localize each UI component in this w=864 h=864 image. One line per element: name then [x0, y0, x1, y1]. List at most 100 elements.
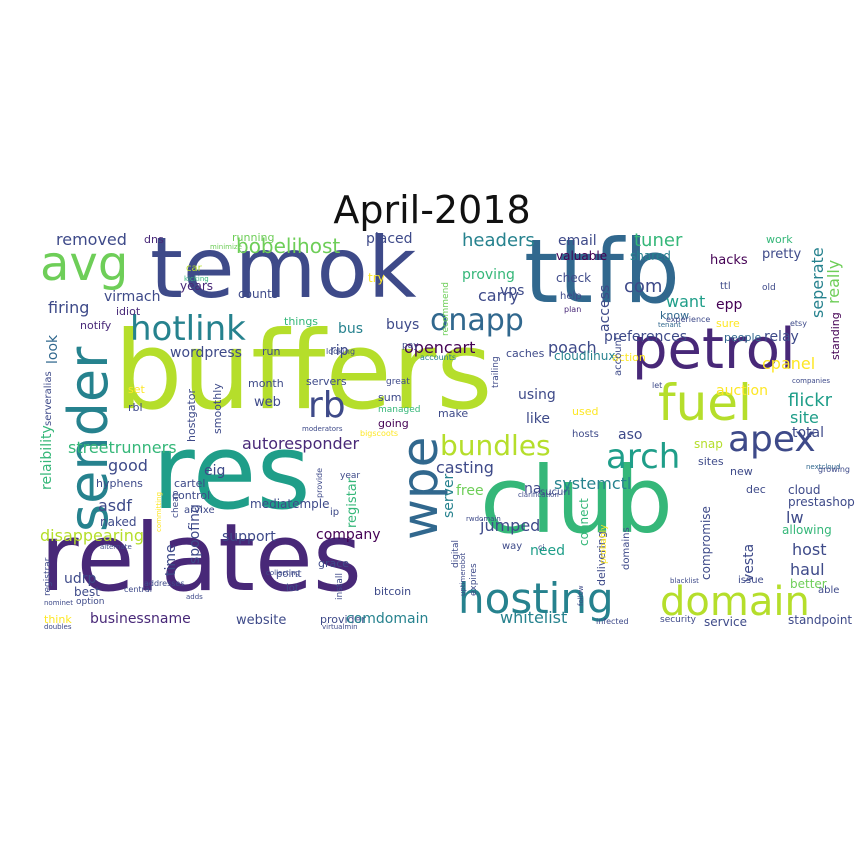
cloud-word: hacks	[710, 253, 748, 268]
cloud-word: valuable	[556, 249, 608, 263]
cloud-word: sucuri	[540, 487, 571, 498]
cloud-word: sure	[716, 317, 740, 330]
cloud-word: businessname	[90, 611, 191, 627]
cloud-word: committing	[155, 491, 163, 532]
cloud-word: idiot	[116, 305, 141, 318]
cloud-word: site	[790, 408, 819, 427]
cloud-word: allowing	[782, 523, 832, 537]
cloud-word: carry	[478, 286, 519, 305]
cloud-word: want	[666, 292, 706, 311]
cloud-word: auction	[716, 383, 768, 399]
word-cloud: buffers relates club res ttfb temok petr…	[40, 230, 860, 640]
cloud-word: epp	[716, 297, 743, 313]
cloud-word: best	[74, 585, 100, 599]
cloud-word: bundles	[440, 429, 551, 462]
cloud-word: years	[180, 279, 214, 293]
cloud-word: registar	[345, 477, 360, 528]
cloud-word: clarification	[518, 491, 559, 499]
cloud-word: using	[518, 387, 556, 403]
cloud-word: year	[340, 471, 361, 481]
cloud-word: new	[730, 465, 753, 478]
cloud-word: really	[824, 259, 843, 304]
cloud-word: let	[652, 381, 663, 390]
cloud-word: host	[792, 540, 827, 559]
cloud-word: removed	[56, 230, 127, 249]
cloud-word: notify	[80, 319, 112, 332]
cloud-word: spoofing	[187, 504, 203, 564]
cloud-word: headers	[462, 230, 535, 251]
cloud-word: run	[262, 345, 281, 358]
cloud-word: people	[724, 331, 762, 344]
cloud-word: bitcoin	[374, 585, 412, 598]
cloud-word: company	[316, 527, 381, 543]
cloud-word: issue	[738, 575, 764, 586]
cloud-word: email	[558, 233, 597, 249]
cloud-word: mediatemple	[250, 497, 330, 511]
cloud-word: like	[526, 411, 551, 427]
cloud-word: tuner	[634, 230, 683, 251]
cloud-word: nextcloud	[806, 463, 841, 471]
cloud-word: point	[276, 569, 302, 580]
cloud-word: res	[152, 411, 311, 533]
cloud-word: looking	[326, 347, 356, 356]
cloud-word: probably	[599, 524, 609, 565]
cloud-word: servers	[306, 375, 347, 388]
cloud-word: wpe	[391, 436, 449, 540]
cloud-word: buys	[386, 317, 420, 333]
cloud-word: way	[502, 541, 523, 552]
cloud-word: pretty	[762, 247, 802, 262]
cloud-word: shared	[630, 249, 671, 263]
cloud-word: install	[335, 573, 345, 600]
cloud-word: support	[222, 529, 276, 545]
cloud-word: web	[254, 395, 281, 410]
cloud-word: firing	[48, 298, 90, 317]
cloud-word: poach	[548, 338, 597, 357]
cloud-word: control	[172, 489, 211, 502]
cloud-word: trailing	[491, 356, 501, 388]
cloud-word: snap	[694, 437, 723, 451]
cloud-word: managed	[378, 405, 421, 415]
cloud-word: domains	[621, 527, 632, 570]
cloud-word: access	[597, 284, 613, 332]
cloud-word: placed	[366, 231, 413, 247]
cloud-word: addresses	[144, 579, 185, 588]
cloud-word: collecting	[266, 569, 300, 577]
cloud-word: bobelihost	[236, 234, 341, 258]
cloud-word: jumped	[480, 516, 541, 535]
cloud-word: na	[524, 481, 542, 497]
cloud-word: arch	[606, 437, 681, 477]
cloud-word: prestashop	[788, 495, 855, 509]
cloud-word: know	[660, 309, 690, 322]
cloud-word: asdf	[98, 496, 132, 515]
cloud-word: ip	[330, 507, 340, 518]
cloud-word: free	[456, 483, 484, 499]
cloud-word: dns	[144, 233, 164, 246]
cloud-word: temok	[150, 230, 417, 317]
cloud-word: used	[572, 405, 599, 418]
cloud-word: avg	[40, 236, 129, 292]
cloud-word: apex	[728, 419, 816, 460]
cloud-word: able	[818, 585, 840, 596]
cloud-word: tenant	[658, 321, 681, 329]
cloud-word: virtualmin	[322, 623, 358, 631]
cloud-word: hotlink	[130, 309, 246, 349]
cloud-word: good	[108, 456, 148, 475]
cloud-word: rwdomain	[466, 515, 501, 523]
cloud-word: ci	[538, 543, 545, 552]
cloud-word: comdomain	[346, 611, 429, 627]
cloud-word: experience	[666, 315, 711, 324]
cloud-word: check	[556, 271, 592, 285]
cloud-word: hyphens	[96, 477, 143, 490]
cloud-word: website	[236, 613, 287, 628]
cloud-word: autoresponder	[242, 434, 360, 453]
cloud-word: alternate	[100, 543, 132, 551]
cloud-word: systemctl	[554, 474, 632, 493]
cloud-word: disappearing	[40, 526, 145, 545]
cloud-word: casting	[436, 458, 494, 477]
cloud-word: buffers	[114, 309, 493, 434]
cloud-word: serveralias	[43, 371, 54, 426]
cloud-word: time	[163, 544, 179, 576]
cloud-word: petrol	[632, 317, 796, 382]
cloud-word: cheap	[171, 490, 181, 518]
cloud-word: hosts	[572, 429, 599, 440]
